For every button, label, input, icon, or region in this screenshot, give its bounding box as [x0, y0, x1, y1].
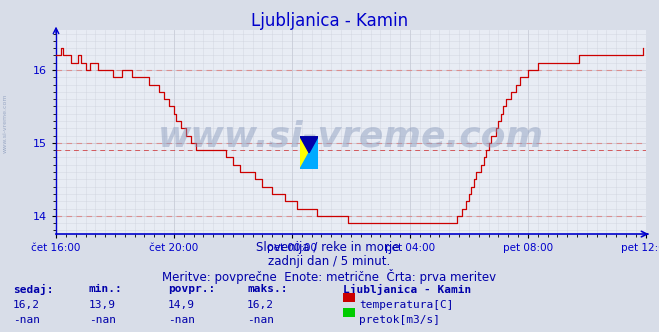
Text: 13,9: 13,9	[89, 300, 116, 310]
Text: -nan: -nan	[89, 315, 116, 325]
Text: maks.:: maks.:	[247, 284, 287, 294]
Text: sedaj:: sedaj:	[13, 284, 53, 295]
Text: temperatura[C]: temperatura[C]	[359, 300, 453, 310]
Text: 16,2: 16,2	[247, 300, 274, 310]
Polygon shape	[300, 136, 318, 169]
Text: Ljubljanica - Kamin: Ljubljanica - Kamin	[343, 284, 471, 295]
Text: www.si-vreme.com: www.si-vreme.com	[3, 93, 8, 153]
Text: Meritve: povprečne  Enote: metrične  Črta: prva meritev: Meritve: povprečne Enote: metrične Črta:…	[162, 269, 497, 284]
Text: povpr.:: povpr.:	[168, 284, 215, 294]
Text: Slovenija / reke in morje.: Slovenija / reke in morje.	[256, 241, 403, 254]
Polygon shape	[300, 136, 318, 169]
Text: -nan: -nan	[168, 315, 195, 325]
Polygon shape	[300, 136, 318, 153]
Text: 14,9: 14,9	[168, 300, 195, 310]
Text: www.si-vreme.com: www.si-vreme.com	[158, 119, 544, 153]
Text: zadnji dan / 5 minut.: zadnji dan / 5 minut.	[268, 255, 391, 268]
Text: pretok[m3/s]: pretok[m3/s]	[359, 315, 440, 325]
Text: 16,2: 16,2	[13, 300, 40, 310]
Text: -nan: -nan	[13, 315, 40, 325]
Text: -nan: -nan	[247, 315, 274, 325]
Text: Ljubljanica - Kamin: Ljubljanica - Kamin	[251, 12, 408, 30]
Text: min.:: min.:	[89, 284, 123, 294]
